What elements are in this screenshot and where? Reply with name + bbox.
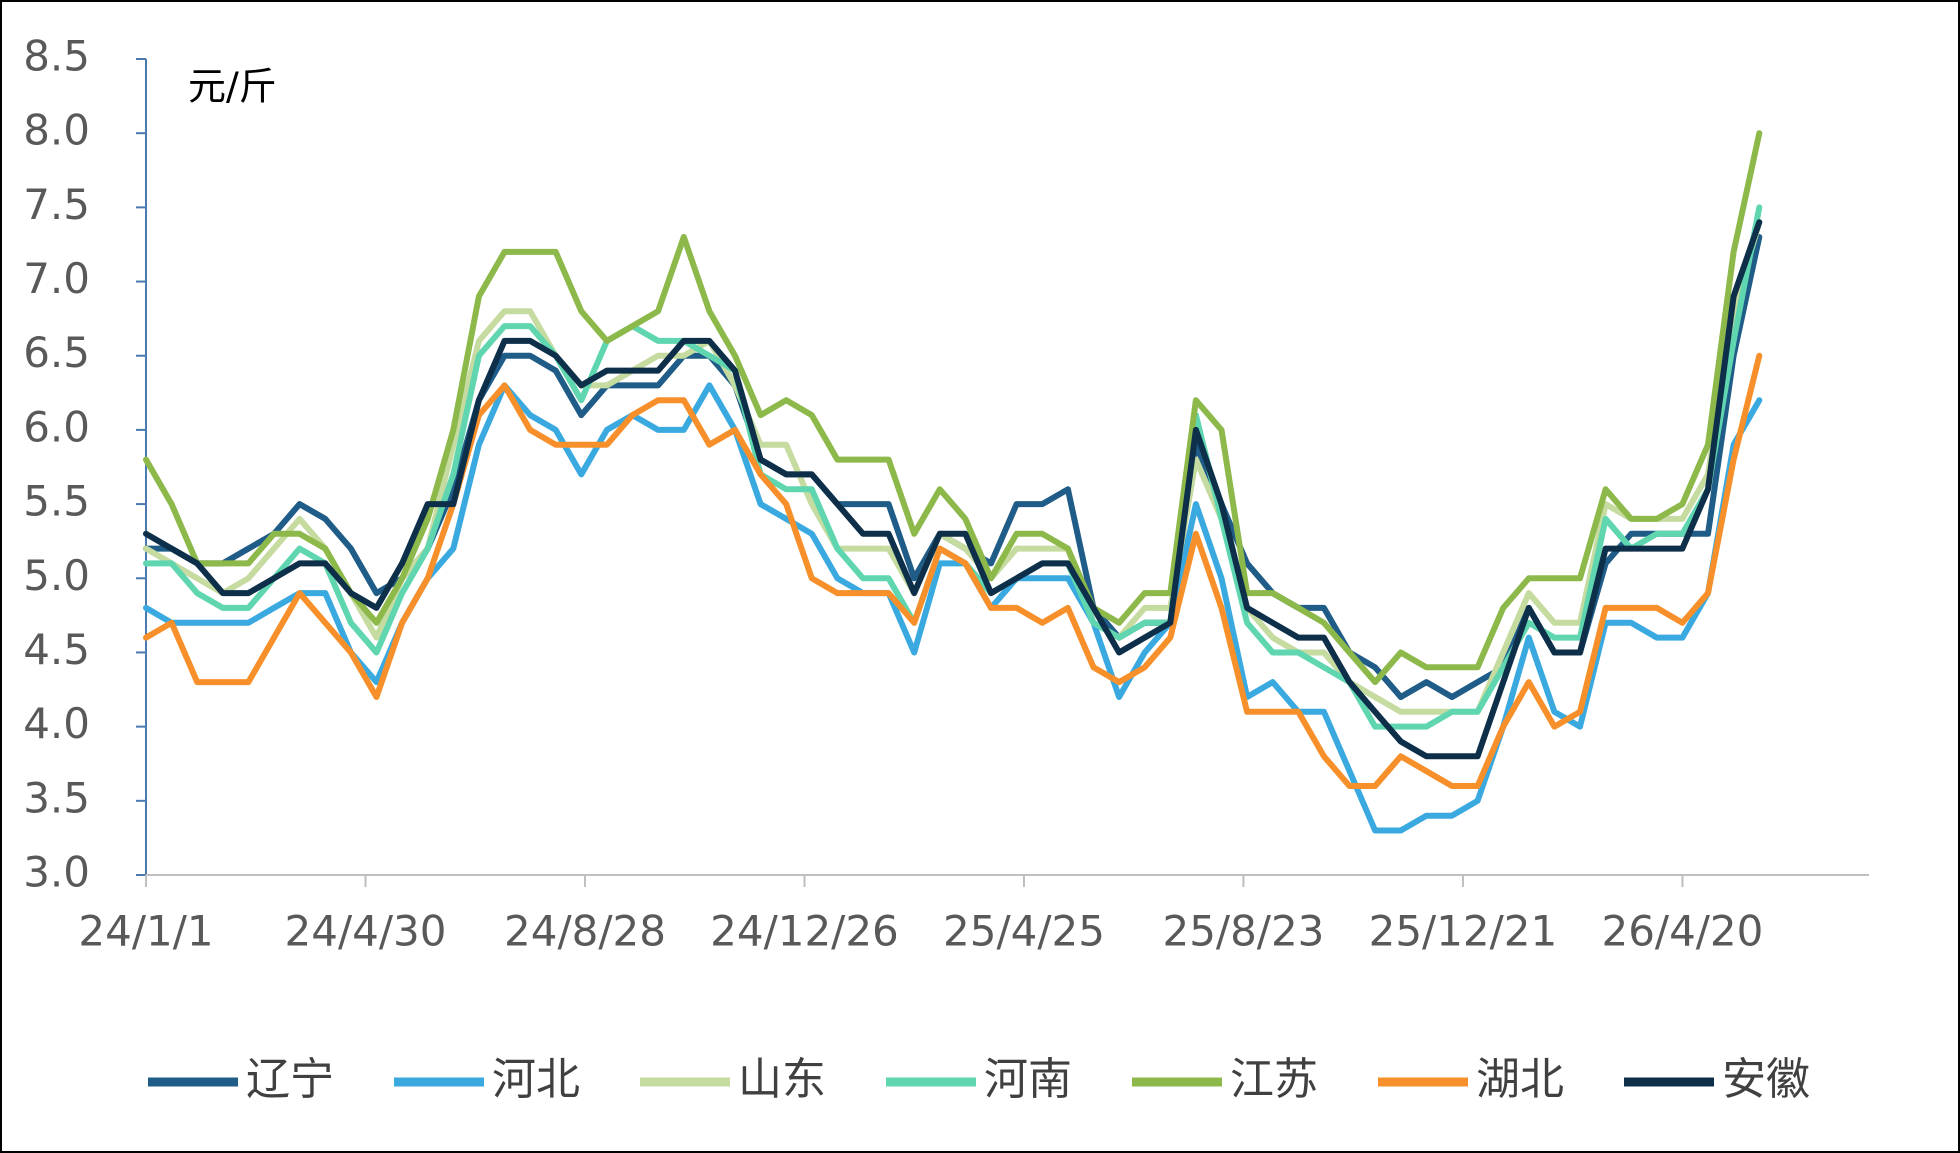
y-tick-label: 6.5	[23, 328, 90, 377]
y-tick-label: 5.0	[23, 551, 90, 600]
series-line	[143, 219, 1763, 715]
y-tick-label: 8.0	[23, 106, 90, 155]
y-tick-label: 3.0	[23, 848, 90, 897]
legend-label: 辽宁	[246, 1054, 334, 1105]
x-tick-label: 24/12/26	[710, 907, 899, 956]
legend-label: 河南	[984, 1054, 1072, 1105]
y-tick-label: 5.5	[23, 477, 90, 526]
legend-label: 江苏	[1230, 1054, 1318, 1105]
x-tick-label: 25/12/21	[1369, 907, 1558, 956]
legend-label: 安徽	[1722, 1054, 1810, 1105]
x-tick-label: 25/4/25	[943, 907, 1105, 956]
y-tick-label: 3.5	[23, 773, 90, 822]
legend-label: 山东	[738, 1054, 826, 1105]
series-line	[143, 352, 1763, 789]
x-tick-label: 25/8/23	[1162, 907, 1324, 956]
y-tick-label: 6.0	[23, 402, 90, 451]
y-tick-label: 8.5	[23, 32, 90, 81]
y-tick-label: 4.5	[23, 625, 90, 674]
x-tick-label: 24/1/1	[78, 907, 213, 956]
y-tick-label: 7.0	[23, 254, 90, 303]
legend-label: 河北	[492, 1054, 580, 1105]
series-line	[143, 130, 1763, 686]
y-tick-label: 4.0	[23, 699, 90, 748]
x-tick-label: 26/4/20	[1601, 907, 1763, 956]
x-tick-label: 24/8/28	[504, 907, 666, 956]
legend-label: 湖北	[1476, 1054, 1564, 1105]
y-unit-label: 元/斤	[188, 65, 277, 109]
x-tick-label: 24/4/30	[285, 907, 447, 956]
series-line	[143, 219, 1763, 760]
y-tick-label: 7.5	[23, 180, 90, 229]
